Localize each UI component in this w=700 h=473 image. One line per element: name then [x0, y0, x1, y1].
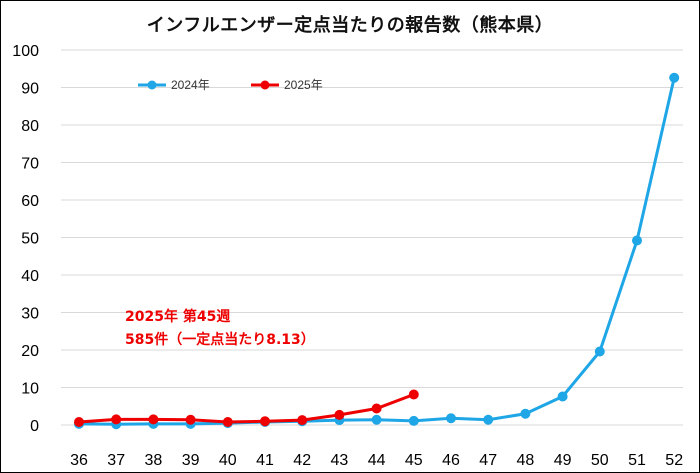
data-point: [408, 389, 419, 400]
y-tick-label: 70: [21, 156, 39, 173]
annotation-text: 2025年 第45週: [125, 308, 230, 325]
x-tick-label: 42: [293, 452, 311, 469]
x-tick-label: 39: [182, 452, 200, 469]
y-tick-label: 100: [12, 43, 39, 60]
x-tick-label: 36: [70, 452, 88, 469]
annotation-text: 585件（一定点当たり8.13）: [125, 331, 315, 348]
data-point: [297, 415, 308, 426]
data-point: [371, 403, 382, 414]
x-tick-label: 50: [591, 452, 609, 469]
data-point: [371, 414, 382, 425]
y-tick-label: 60: [21, 193, 39, 210]
data-point: [669, 72, 680, 83]
y-tick-label: 90: [21, 81, 39, 98]
x-tick-label: 52: [665, 452, 683, 469]
y-tick-label: 40: [21, 268, 39, 285]
data-point: [260, 416, 270, 427]
data-point: [334, 409, 345, 420]
data-point: [408, 415, 419, 426]
y-tick-label: 80: [21, 118, 39, 135]
y-tick-label: 50: [21, 231, 39, 248]
series-line-1: [78, 393, 415, 424]
x-tick-label: 44: [368, 452, 386, 469]
data-point: [520, 408, 531, 419]
x-tick-label: 43: [331, 452, 349, 469]
data-point: [222, 417, 233, 427]
x-tick-label: 47: [479, 452, 497, 469]
chart-title: インフルエンザー定点当たりの報告数（熊本県）: [146, 15, 554, 36]
x-tick-label: 46: [442, 452, 460, 469]
x-tick-label: 45: [405, 452, 423, 469]
y-tick-label: 10: [21, 381, 39, 398]
x-tick-label: 49: [554, 452, 572, 469]
data-point: [483, 414, 494, 425]
y-tick-label: 30: [21, 306, 39, 323]
x-tick-label: 51: [628, 452, 646, 469]
data-point: [557, 391, 568, 402]
data-point: [74, 417, 84, 427]
legend-label: 2024年: [171, 78, 210, 92]
x-tick-label: 41: [256, 452, 274, 469]
y-tick-label: 0: [30, 418, 39, 435]
series-line-0: [78, 77, 676, 426]
legend-marker: [260, 80, 270, 90]
x-tick-label: 48: [517, 452, 535, 469]
data-point: [185, 414, 196, 425]
data-point: [594, 346, 605, 357]
data-point: [148, 414, 159, 425]
x-tick-label: 40: [219, 452, 237, 469]
legend-marker: [147, 80, 157, 90]
y-tick-label: 20: [21, 343, 39, 360]
x-tick-label: 37: [107, 452, 125, 469]
data-point: [111, 414, 122, 425]
x-tick-label: 38: [145, 452, 163, 469]
data-point: [632, 235, 642, 246]
legend-label: 2025年: [284, 78, 323, 92]
data-point: [446, 413, 456, 424]
